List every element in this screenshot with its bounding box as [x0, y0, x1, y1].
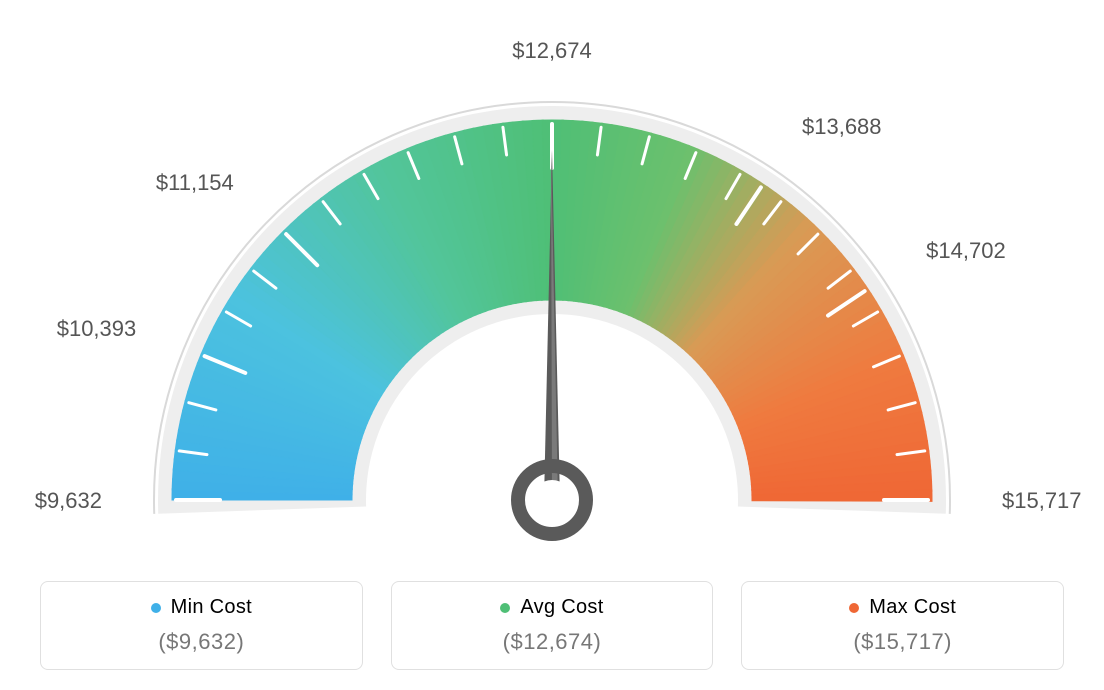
- legend-card-min: Min Cost ($9,632): [40, 581, 363, 670]
- legend-value: ($12,674): [402, 629, 703, 655]
- svg-text:$13,688: $13,688: [802, 114, 882, 139]
- legend-card-max: Max Cost ($15,717): [741, 581, 1064, 670]
- legend-title-text: Min Cost: [171, 596, 252, 619]
- legend-row: Min Cost ($9,632) Avg Cost ($12,674) Max…: [0, 581, 1104, 670]
- legend-title: Avg Cost: [500, 596, 603, 619]
- gauge-chart: $9,632 $10,393 $11,154 $12,674 $13,688 $14,70…: [0, 0, 1104, 560]
- svg-text:$14,702: $14,702: [926, 238, 1006, 263]
- legend-value: ($9,632): [51, 629, 352, 655]
- legend-dot-icon: [500, 603, 510, 613]
- svg-text:$12,674: $12,674: [512, 38, 592, 63]
- legend-dot-icon: [151, 603, 161, 613]
- legend-dot-icon: [849, 603, 859, 613]
- legend-title: Max Cost: [849, 596, 956, 619]
- svg-text:$11,154: $11,154: [156, 170, 234, 195]
- svg-text:$9,632: $9,632: [35, 488, 102, 513]
- legend-title: Min Cost: [151, 596, 252, 619]
- chart-container: $9,632 $10,393 $11,154 $12,674 $13,688 $14,70…: [0, 0, 1104, 690]
- legend-card-avg: Avg Cost ($12,674): [391, 581, 714, 670]
- legend-title-text: Avg Cost: [520, 596, 603, 619]
- legend-value: ($15,717): [752, 629, 1053, 655]
- svg-text:$10,393: $10,393: [57, 316, 137, 341]
- svg-text:$15,717: $15,717: [1002, 488, 1082, 513]
- legend-title-text: Max Cost: [869, 596, 956, 619]
